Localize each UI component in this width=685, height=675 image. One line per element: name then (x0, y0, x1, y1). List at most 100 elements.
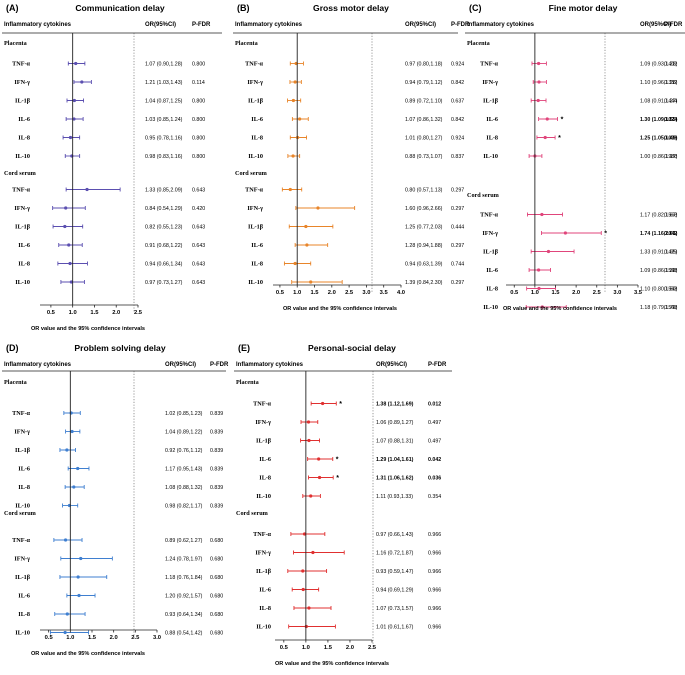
x-tick-label: 1.5 (551, 290, 560, 296)
x-tick-label: 2.0 (110, 635, 118, 641)
or-ci-value: 1.04 (0.89,1.22) (165, 430, 203, 436)
p-fdr-value: 0.568 (664, 268, 677, 274)
or-ci-value: 0.94 (0.66,1.34) (145, 262, 183, 268)
panel-a: (A) Communication delay Inflammatory cytok… (2, 3, 222, 332)
or-point (291, 154, 295, 158)
cytokine-label: IFN-γ (482, 230, 498, 237)
x-tick-label: 1.0 (531, 290, 539, 296)
p-fdr-value: 0.839 (210, 504, 223, 510)
or-point (72, 98, 77, 103)
or-ci-value: 1.03 (0.85,1.24) (145, 117, 183, 123)
cytokine-label: IL-8 (259, 605, 271, 612)
section-label-placenta: Placenta (235, 40, 258, 47)
x-tick-label: 4.0 (397, 290, 405, 296)
cytokine-label: TNF-α (253, 531, 271, 538)
cytokine-label: TNF-α (480, 212, 498, 219)
header-p-fdr: P-FDR (664, 22, 683, 28)
x-axis-label: OR value and the 95% confidence interval… (31, 651, 145, 657)
p-fdr-value: 0.643 (192, 225, 205, 231)
or-point (298, 117, 302, 121)
p-fdr-value: 0.839 (210, 430, 223, 436)
p-fdr-value: 0.036 (664, 136, 677, 142)
panel-c: (C) Fine motor delay Inflammatory cytokine… (465, 3, 685, 312)
p-fdr-value: 0.024 (664, 117, 677, 123)
or-ci-value: 0.93 (0.59,1.47) (376, 569, 414, 575)
or-ci-value: 0.93 (0.64,1.34) (165, 612, 203, 618)
cytokine-label: IFN-γ (247, 205, 263, 212)
cytokine-label: TNF-α (253, 401, 271, 408)
p-fdr-value: 0.680 (210, 612, 223, 618)
or-ci-value: 1.08 (0.88,1.32) (165, 485, 203, 491)
or-point (80, 80, 84, 84)
panel-title: Problem solving delay (74, 343, 165, 353)
cytokine-label: IL-6 (18, 593, 30, 600)
x-axis-label: OR value and the 95% confidence interval… (31, 326, 145, 332)
or-point (536, 61, 541, 66)
or-ci-value: 0.80 (0.57,1.13) (405, 188, 443, 194)
x-tick-label: 2.0 (346, 645, 354, 651)
section-label-cord-serum: Cord serum (4, 170, 37, 177)
or-point (301, 587, 305, 592)
p-fdr-value: 0.402 (664, 62, 677, 68)
or-ci-value: 1.30 (1.09,1.55) (640, 117, 678, 123)
cytokine-label: IL-8 (18, 484, 30, 491)
cytokine-label: IL-6 (259, 587, 271, 594)
or-ci-value: 1.10 (0.96,1.28) (640, 80, 678, 86)
or-ci-value: 1.33 (0.91,1.95) (640, 250, 678, 256)
p-fdr-value: 0.637 (451, 99, 464, 105)
section-label-placenta: Placenta (4, 40, 27, 47)
p-fdr-value: 0.680 (210, 575, 223, 581)
or-ci-value: 0.82 (0.55,1.23) (145, 225, 183, 231)
or-point (321, 401, 325, 406)
or-point (546, 249, 551, 254)
panel-label: (D) (6, 343, 19, 353)
p-fdr-value: 0.568 (664, 305, 677, 311)
p-fdr-value: 0.497 (428, 439, 441, 445)
or-ci-value: 0.95 (0.78,1.16) (145, 136, 183, 142)
or-ci-value: 1.02 (0.85,1.23) (165, 411, 203, 417)
header-or-95ci: OR(95%CI) (405, 22, 436, 28)
panel-b: (B) Gross motor delay Inflammatory cytokin… (233, 3, 470, 312)
x-tick-label: 2.0 (572, 290, 580, 296)
or-point (63, 224, 67, 229)
or-point (68, 261, 72, 266)
or-ci-value: 1.07 (0.73,1.57) (376, 606, 414, 612)
or-point (72, 485, 76, 489)
or-point (537, 286, 541, 291)
or-ci-value: 0.97 (0.80,1.18) (405, 62, 443, 68)
x-tick-label: 2.0 (328, 290, 336, 296)
x-axis-label: OR value and the 95% confidence interval… (503, 306, 617, 312)
panel-title: Personal-social delay (308, 343, 396, 353)
or-point (68, 135, 73, 140)
cytokine-label: IL-8 (251, 135, 263, 142)
cytokine-label: IFN-γ (14, 429, 30, 436)
x-tick-label: 0.5 (276, 290, 285, 296)
or-point (79, 556, 83, 561)
x-tick-label: 1.5 (88, 635, 97, 641)
cytokine-label: IL-6 (251, 242, 263, 249)
or-point (309, 280, 313, 284)
panel-label: (A) (6, 3, 19, 13)
or-point (293, 261, 297, 266)
x-tick-label: 3.0 (362, 290, 370, 296)
cytokine-label: IFN-γ (255, 550, 271, 557)
cytokine-label: TNF-α (245, 61, 263, 68)
header-inflammatory-cytokines: Inflammatory cytokines (236, 362, 304, 368)
or-ci-value: 1.09 (0.93,1.28) (640, 62, 678, 68)
panel-e: (E) Personal-social delay Inflammatory cyt… (234, 343, 452, 667)
section-label-cord-serum: Cord serum (4, 510, 37, 517)
cytokine-label: TNF-α (245, 187, 263, 194)
cytokine-label: IL-1β (483, 98, 499, 105)
x-tick-label: 3.5 (634, 290, 643, 296)
x-tick-label: 1.5 (324, 645, 333, 651)
or-point (305, 243, 309, 247)
cytokine-label: IFN-γ (14, 79, 30, 86)
or-ci-value: 0.91 (0.68,1.22) (145, 243, 183, 249)
p-fdr-value: 0.036 (428, 476, 441, 482)
p-fdr-value: 0.800 (192, 136, 205, 142)
or-ci-value: 1.25 (1.05,1.49) (640, 136, 678, 142)
panel-title: Gross motor delay (313, 3, 389, 13)
p-fdr-value: 0.429 (664, 250, 677, 256)
or-point (76, 575, 80, 579)
panel-title: Fine motor delay (549, 3, 618, 13)
